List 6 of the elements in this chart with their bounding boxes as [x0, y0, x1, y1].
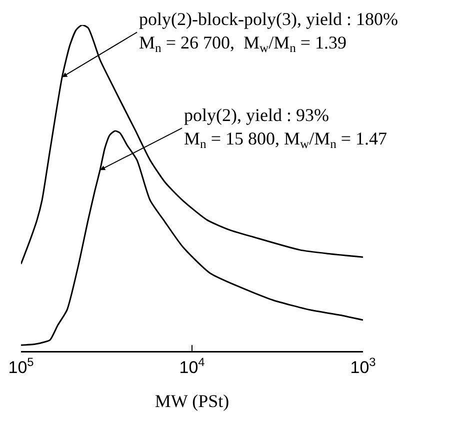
x-tick-label: 10$^{5}$ — [8, 354, 34, 377]
annotation: poly(2)-block-poly(3), yield : 180% M$_{n}$ = 26 700, M$_{w}$/M$_{n}$ = 1.39 — [139, 9, 398, 56]
annotation: poly(2), yield : 93% M$_{n}$ = 15 800, M$_{w}$/M$_{n}$ = 1.47 — [184, 105, 388, 152]
x-tick-label: 10$^{4}$ — [179, 354, 206, 377]
x-axis-title: MW (PSt) — [154, 390, 230, 411]
x-tick-label: 10$^{3}$ — [350, 354, 376, 377]
